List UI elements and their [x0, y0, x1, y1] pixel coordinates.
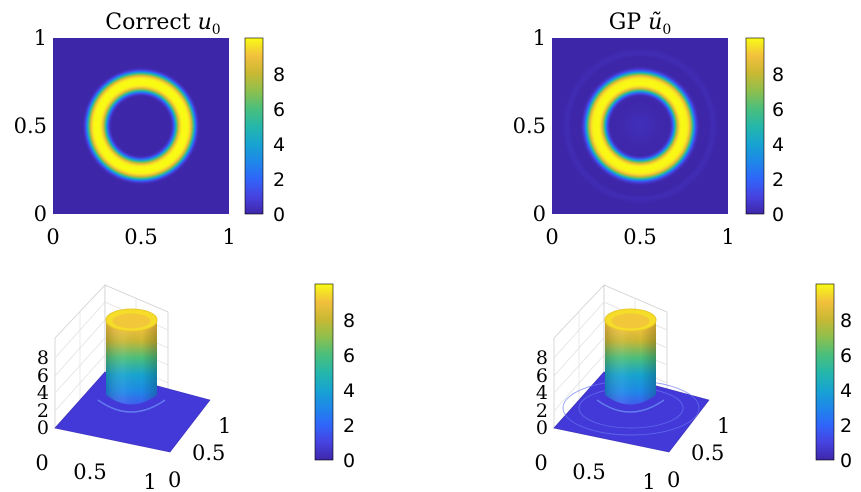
colorbar-tick-label: 2 [772, 169, 784, 191]
y-tick-label: 0.5 [691, 441, 724, 465]
colorbar-tick-label: 2 [273, 169, 285, 191]
x-tick-label: 0 [35, 451, 48, 475]
colorbar-tick-label: 4 [273, 134, 285, 156]
y-tick-label: 0 [34, 202, 47, 226]
x-tick-label: 0.5 [124, 225, 157, 249]
colorbar-tick-label: 8 [343, 310, 355, 332]
colorbar-tick-label: 0 [343, 450, 355, 472]
surface-panel-gp: 0 2 4 6 8 0 0.5 1 0 0.5 1 0 2 4 6 8 [534, 283, 852, 492]
colorbar-tick-label: 4 [343, 380, 355, 402]
x-tick-label: 1 [143, 470, 156, 492]
z-tick-label: 2 [37, 400, 49, 422]
colorbar [745, 37, 765, 215]
colorbar-tick-labels: 0 2 4 6 8 [343, 310, 355, 472]
surface-base-ring [596, 399, 665, 413]
z-tick-label: 8 [536, 347, 548, 369]
surface-cylinder-shade [605, 320, 656, 405]
colorbar-tick-label: 8 [772, 64, 784, 86]
y-tick-label: 0.5 [192, 441, 225, 465]
y-tick-label: 0 [667, 468, 680, 492]
colorbar-tick-label: 0 [840, 450, 852, 472]
x-tick-label: 1 [222, 225, 235, 249]
z-tick-label: 0 [37, 417, 49, 439]
surface-x-tick-labels: 0 0.5 1 [35, 451, 156, 492]
heatmap-y-tick-labels: 0 0.5 1 [14, 26, 47, 226]
z-tick-label: 8 [37, 347, 49, 369]
colorbar [244, 37, 264, 215]
colorbar-tick-label: 6 [772, 99, 784, 121]
z-tick-label: 4 [536, 382, 548, 404]
colorbar-tick-label: 8 [840, 310, 852, 332]
surface-y-tick-labels: 0 0.5 1 [667, 414, 730, 492]
surface-y-tick-labels: 0 0.5 1 [168, 414, 231, 492]
z-tick-label: 4 [37, 382, 49, 404]
heatmap-title: Correct u0 [105, 10, 220, 38]
x-tick-label: 0 [545, 225, 558, 249]
colorbar-tick-label: 4 [772, 134, 784, 156]
z-tick-label: 2 [536, 400, 548, 422]
surface-cylinder-shade [106, 320, 157, 405]
heatmap-x-tick-labels: 0 0.5 1 [46, 225, 235, 249]
colorbar [314, 283, 334, 461]
surface-cylinder-inner [112, 313, 151, 329]
x-tick-label: 1 [642, 470, 655, 492]
surface-cylinder-inner [611, 313, 650, 329]
heatmap-y-tick-labels: 0 0.5 1 [513, 26, 546, 226]
y-tick-label: 1 [218, 414, 231, 438]
colorbar-tick-label: 4 [840, 380, 852, 402]
colorbar-tick-label: 2 [840, 415, 852, 437]
heatmap-plot-area [552, 38, 728, 214]
colorbar-tick-label: 6 [343, 345, 355, 367]
y-tick-label: 0.5 [513, 114, 546, 138]
heatmap-title: GP ũ0 [609, 10, 671, 38]
heatmap-plot-area [53, 38, 229, 214]
colorbar-tick-labels: 0 2 4 6 8 [840, 310, 852, 472]
x-tick-label: 0.5 [623, 225, 656, 249]
y-tick-label: 1 [34, 26, 47, 50]
x-tick-label: 0 [534, 451, 547, 475]
surface-z-tick-labels: 0 2 4 6 8 [37, 347, 49, 439]
y-tick-label: 1 [533, 26, 546, 50]
heatmap-panel-correct: Correct u0 0 0.5 1 0 0.5 1 0 2 4 6 8 [14, 10, 286, 249]
colorbar-tick-label: 6 [273, 99, 285, 121]
colorbar-tick-label: 8 [273, 64, 285, 86]
heatmap-panel-gp: GP ũ0 0 0.5 1 0 0.5 1 0 2 4 6 8 [513, 10, 785, 249]
colorbar-tick-labels: 0 2 4 6 8 [772, 64, 784, 226]
colorbar-tick-label: 0 [772, 204, 784, 226]
y-tick-label: 0 [168, 468, 181, 492]
surface-z-tick-labels: 0 2 4 6 8 [536, 347, 548, 439]
z-tick-label: 6 [37, 365, 49, 387]
x-tick-label: 1 [721, 225, 734, 249]
colorbar-tick-label: 2 [343, 415, 355, 437]
colorbar [815, 283, 835, 461]
colorbar-tick-label: 6 [840, 345, 852, 367]
y-tick-label: 0 [533, 202, 546, 226]
z-tick-label: 6 [536, 365, 548, 387]
colorbar-tick-labels: 0 2 4 6 8 [273, 64, 285, 226]
y-tick-label: 1 [717, 414, 730, 438]
x-tick-label: 0.5 [73, 460, 106, 484]
heatmap-x-tick-labels: 0 0.5 1 [545, 225, 734, 249]
surface-base-ring [97, 399, 166, 413]
x-tick-label: 0.5 [572, 460, 605, 484]
z-tick-label: 0 [536, 417, 548, 439]
colorbar-tick-label: 0 [273, 204, 285, 226]
x-tick-label: 0 [46, 225, 59, 249]
surface-x-tick-labels: 0 0.5 1 [534, 451, 655, 492]
y-tick-label: 0.5 [14, 114, 47, 138]
surface-panel-correct: 0 2 4 6 8 0 0.5 1 0 0.5 1 0 2 4 6 8 [35, 283, 355, 492]
